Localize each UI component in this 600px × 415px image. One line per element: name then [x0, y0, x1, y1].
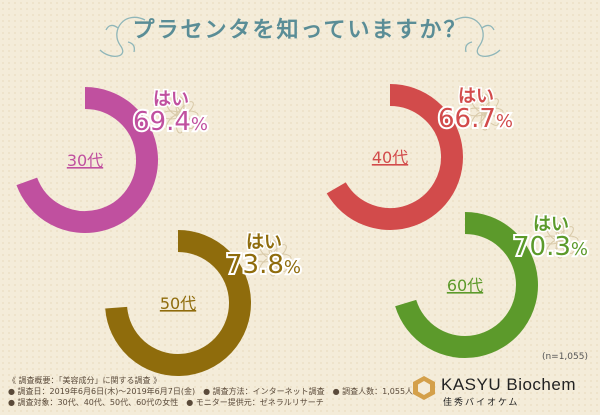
age-group-label: 40代 — [372, 148, 408, 167]
flower-decoration — [161, 96, 199, 134]
survey-summary: 《 調査概要：「美容成分」に関する調査 》 ● 調査日：2019年6月6日(木)… — [8, 375, 428, 408]
yes-label: はい — [533, 214, 569, 235]
flower-decoration — [466, 93, 504, 131]
survey-date: ● 調査日：2019年6月6日(木)～2019年6月7日(金) — [8, 387, 196, 396]
logo-subtitle: 佳秀バイオケム — [443, 398, 520, 408]
yes-label: はい — [153, 89, 189, 110]
donut-arc — [16, 87, 158, 233]
percentage-label: 73.8% — [226, 250, 301, 280]
age-group-label: 50代 — [160, 294, 196, 313]
yes-label: はい — [458, 86, 494, 107]
survey-heading: 《 調査概要：「美容成分」に関する調査 》 — [8, 376, 162, 385]
company-logo: KASYU Biochem 佳秀バイオケム — [413, 374, 588, 408]
sample-size-note: (n=1,055) — [541, 352, 588, 362]
title-vine-decoration — [99, 16, 501, 57]
percentage-label: 66.7% — [438, 104, 513, 134]
logo-mark-icon — [413, 376, 435, 400]
donut-arc — [326, 84, 463, 230]
survey-target: ● 調査対象：30代、40代、50代、60代の女性 — [8, 398, 179, 407]
flower-decoration — [254, 239, 292, 277]
percentage-label: 70.3% — [513, 232, 588, 262]
logo-name: KASYU Biochem — [441, 375, 576, 394]
percentage-label: 69.4% — [133, 107, 208, 137]
donut-arc — [105, 230, 251, 376]
donut-arc — [395, 212, 538, 358]
survey-provider: ● モニター提供元：ゼネラルリサーチ — [186, 398, 324, 407]
age-group-label: 60代 — [447, 276, 483, 295]
yes-label: はい — [246, 232, 282, 253]
survey-method: ● 調査方法：インターネット調査 — [203, 387, 325, 396]
flower-decoration — [541, 221, 579, 259]
survey-count: ● 調査人数：1,055人 — [332, 387, 414, 396]
page-title: プラセンタを知っていますか？ — [132, 18, 468, 43]
age-group-label: 30代 — [67, 151, 103, 170]
